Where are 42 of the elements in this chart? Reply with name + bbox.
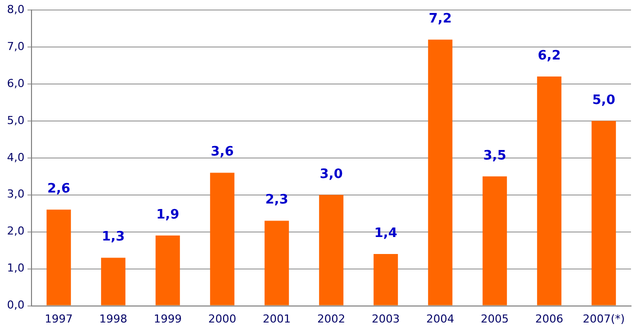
bar	[428, 40, 452, 306]
bar	[156, 236, 180, 306]
data-label: 3,0	[320, 166, 343, 182]
y-tick-label: 2,0	[6, 224, 24, 238]
data-label: 7,2	[428, 11, 452, 26]
bar	[374, 254, 398, 306]
x-tick-label: 2004	[426, 312, 454, 326]
bar	[210, 172, 234, 306]
bar	[319, 194, 344, 306]
data-label: 1,9	[156, 207, 180, 222]
y-tick-label: 0,0	[6, 298, 24, 312]
data-label: 3,5	[483, 148, 506, 164]
data-label: 1,4	[374, 226, 398, 241]
y-tick-label: 5,0	[6, 114, 24, 127]
y-tick-label: 3,0	[6, 188, 24, 201]
y-tick-label: 8,0	[6, 2, 24, 16]
y-tick-label: 6,0	[6, 76, 24, 90]
data-label: 2,3	[265, 192, 288, 208]
x-tick-label: 2003	[372, 312, 400, 326]
x-tick-label: 2006	[535, 312, 564, 326]
data-label: 1,3	[102, 230, 125, 245]
x-tick-label: 1998	[99, 312, 128, 326]
bar	[264, 220, 289, 306]
x-tick-label: 2005	[480, 312, 509, 326]
x-tick-label: 2007(*)	[582, 312, 625, 326]
data-label: 5,0	[592, 92, 616, 108]
x-tick-label: 1999	[154, 312, 182, 326]
x-tick-label: 2002	[317, 312, 346, 326]
data-label: 6,2	[538, 48, 561, 64]
y-tick-label: 1,0	[6, 262, 24, 275]
y-tick-label: 4,0	[6, 150, 24, 164]
x-tick-label: 2000	[208, 312, 236, 326]
bar	[537, 76, 562, 306]
bar	[482, 176, 507, 306]
y-tick-label: 7,0	[6, 40, 24, 53]
bar	[101, 258, 126, 306]
bar	[46, 210, 71, 306]
bar	[592, 120, 616, 306]
data-label: 2,6	[47, 182, 70, 197]
data-label: 3,6	[210, 144, 234, 160]
x-tick-label: 1997	[44, 312, 73, 326]
x-tick-label: 2001	[262, 312, 291, 326]
